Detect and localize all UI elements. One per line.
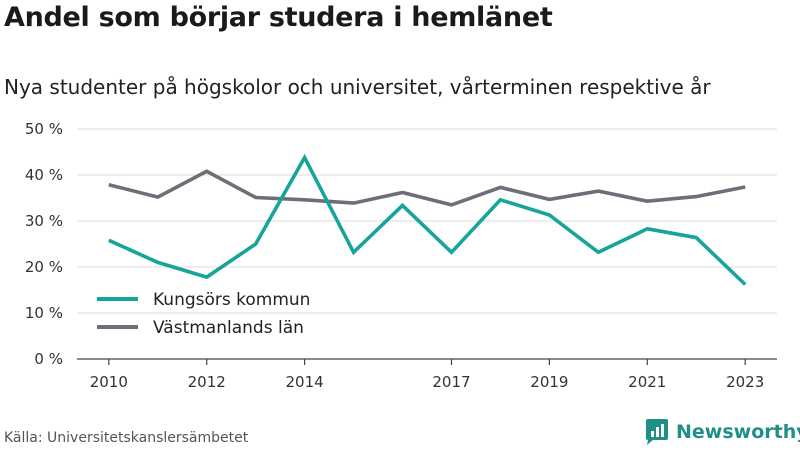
- y-tick-label: 10 %: [25, 304, 63, 322]
- line-chart: 0 % 10 % 20 % 30 % 40 % 50 % 2010 2012 2014 2017…: [0, 0, 800, 450]
- y-tick-label: 50 %: [25, 120, 63, 138]
- legend: Kungsörs kommun Västmanlands län: [97, 290, 310, 338]
- x-axis: 2010 2012 2014 2017 2019 2021 2023: [77, 359, 777, 391]
- x-tick-label: 2017: [432, 373, 470, 391]
- x-tick-label: 2012: [188, 373, 226, 391]
- series-line-vastmanland: [109, 171, 745, 205]
- y-tick-label: 0 %: [34, 350, 63, 368]
- x-tick-label: 2023: [726, 373, 764, 391]
- y-axis: 0 % 10 % 20 % 30 % 40 % 50 %: [25, 120, 63, 368]
- y-tick-label: 40 %: [25, 166, 63, 184]
- legend-label-vastmanland: Västmanlands län: [153, 318, 304, 338]
- x-tick-label: 2019: [530, 373, 568, 391]
- x-tick-label: 2010: [90, 373, 128, 391]
- newsworthy-logo-icon: [644, 418, 670, 446]
- x-tick-label: 2021: [628, 373, 666, 391]
- legend-label-kungsor: Kungsörs kommun: [153, 290, 310, 310]
- y-tick-label: 20 %: [25, 258, 63, 276]
- y-tick-label: 30 %: [25, 212, 63, 230]
- brand-logo: Newsworthy: [644, 418, 800, 446]
- brand-name: Newsworthy: [676, 421, 800, 443]
- source-note: Källa: Universitetskanslersämbetet: [4, 430, 248, 446]
- x-tick-label: 2014: [286, 373, 324, 391]
- grid: [77, 129, 777, 313]
